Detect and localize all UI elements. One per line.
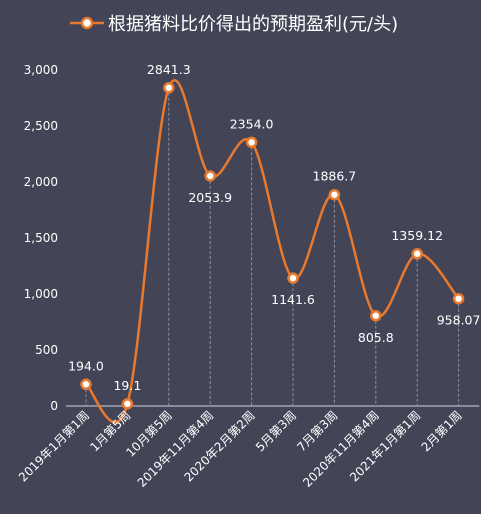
- y-tick-label: 3,000: [24, 63, 58, 77]
- y-tick-label: 1,500: [24, 231, 58, 245]
- data-point: [411, 248, 423, 260]
- data-point: [204, 170, 216, 182]
- x-tick-label: 2019年1月第1周: [16, 408, 92, 484]
- data-label: 19.1: [113, 378, 141, 393]
- data-label: 194.0: [68, 358, 104, 373]
- y-tick-label: 2,500: [24, 119, 58, 133]
- droplines: [85, 87, 460, 406]
- data-point: [163, 82, 175, 94]
- legend-label: 根据猪料比价得出的预期盈利(元/头): [108, 14, 398, 35]
- data-point: [121, 398, 134, 410]
- x-axis-labels: 2019年1月第1周1月第5周10月第5周2019年11月第4周2020年2月第…: [16, 408, 465, 490]
- x-tick-label: 2021年1月第1周: [347, 408, 423, 484]
- y-tick-label: 500: [35, 343, 58, 357]
- x-tick-label: 2020年2月第2周: [181, 408, 257, 484]
- x-tick-label: 2020年11月第4周: [300, 408, 382, 490]
- data-label: 2053.9: [188, 190, 232, 205]
- data-point: [287, 272, 299, 284]
- legend-marker: [80, 16, 94, 30]
- data-point: [80, 378, 92, 391]
- data-points: [80, 82, 465, 410]
- data-labels: 194.0 19.1 2841.3 2053.9 2354.0 1141.6 1886.7 8…: [68, 62, 480, 393]
- data-point: [452, 292, 465, 305]
- data-label: 1886.7: [313, 169, 357, 184]
- data-point: [245, 136, 258, 149]
- data-label: 1141.6: [271, 292, 315, 307]
- y-tick-label: 0: [50, 399, 58, 413]
- data-label: 958.07: [437, 313, 481, 328]
- data-label: 2841.3: [147, 62, 191, 77]
- data-point: [370, 310, 382, 322]
- y-tick-label: 2,000: [24, 175, 58, 189]
- x-tick-label: 2019年11月第4周: [135, 408, 217, 490]
- data-label: 1359.12: [391, 228, 443, 243]
- y-axis-labels: 0 500 1,000 1,500 2,000 2,500 3,000: [24, 63, 58, 413]
- series-line: [84, 78, 460, 424]
- y-tick-label: 1,000: [24, 287, 58, 301]
- x-tick-label: 2月第1周: [419, 408, 465, 454]
- legend: 根据猪料比价得出的预期盈利(元/头): [70, 14, 398, 35]
- data-label: 805.8: [358, 330, 394, 345]
- data-point: [328, 188, 341, 201]
- data-label: 2354.0: [230, 116, 274, 131]
- x-tick-label: 5月第3周: [253, 408, 299, 454]
